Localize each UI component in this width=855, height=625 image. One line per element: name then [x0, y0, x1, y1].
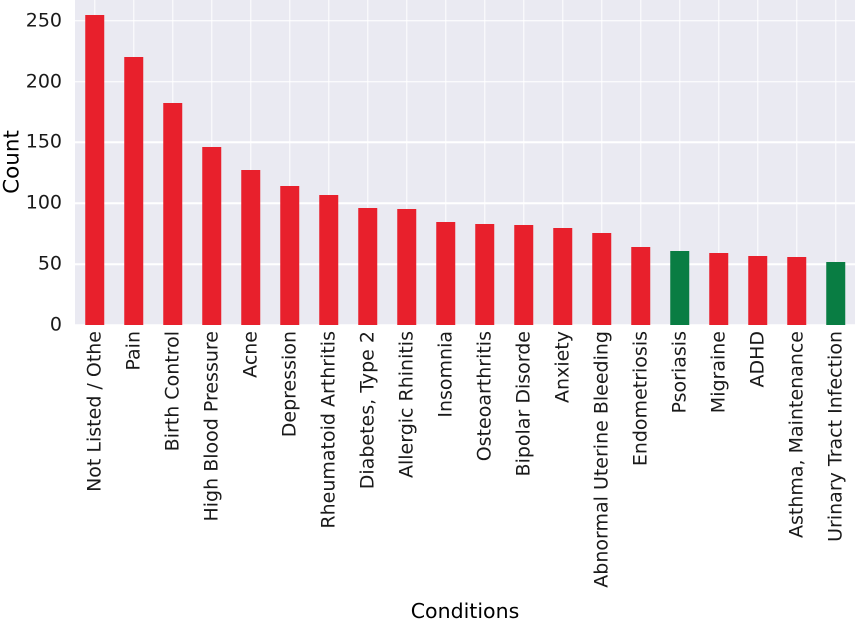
- x-tick-label: Diabetes, Type 2: [356, 331, 378, 490]
- x-tick-label: Depression: [278, 331, 300, 438]
- plot-area: [75, 0, 855, 326]
- v-gridline: [483, 0, 486, 325]
- bar: [240, 170, 261, 325]
- h-gridline: [75, 19, 855, 22]
- bar: [162, 103, 183, 325]
- v-gridline: [327, 0, 330, 325]
- bar: [708, 253, 729, 325]
- x-tick-label: Endometriosis: [629, 331, 651, 467]
- bar: [630, 247, 651, 325]
- bar: [357, 208, 378, 325]
- x-tick-label: Urinary Tract Infection: [824, 331, 846, 542]
- bar: [669, 250, 690, 325]
- y-tick-label: 50: [37, 252, 62, 275]
- bar: [279, 186, 300, 325]
- x-axis-title: Conditions: [410, 599, 520, 623]
- v-gridline: [600, 0, 603, 325]
- x-tick-label: High Blood Pressure: [200, 331, 222, 522]
- bar: [747, 255, 768, 325]
- bar: [552, 227, 573, 325]
- v-gridline: [249, 0, 252, 325]
- v-gridline: [639, 0, 642, 325]
- bar: [84, 14, 105, 325]
- bar: [825, 261, 846, 325]
- y-tick-label: 100: [25, 191, 62, 214]
- x-tick-label: Not Listed / Othe: [83, 331, 105, 492]
- v-gridline: [717, 0, 720, 325]
- h-gridline: [75, 324, 855, 326]
- v-gridline: [834, 0, 837, 325]
- bar: [318, 194, 339, 325]
- x-tick-label: Migraine: [707, 331, 729, 414]
- y-tick-label: 200: [25, 70, 62, 93]
- x-tick-label: Abnormal Uterine Bleeding: [590, 331, 612, 588]
- x-tick-label: Bipolar Disorde: [512, 331, 534, 477]
- x-tick-label: Insomnia: [434, 331, 456, 418]
- x-tick-label: Rheumatoid Arthritis: [317, 331, 339, 529]
- h-gridline: [75, 263, 855, 265]
- v-gridline: [795, 0, 798, 325]
- bar: [435, 221, 456, 325]
- v-gridline: [561, 0, 564, 325]
- bar: [123, 57, 144, 325]
- v-gridline: [522, 0, 525, 325]
- v-gridline: [756, 0, 759, 325]
- h-gridline: [75, 202, 855, 205]
- bar: [396, 209, 417, 325]
- h-gridline: [75, 141, 855, 144]
- y-tick-label: 150: [25, 130, 62, 153]
- x-tick-label: ADHD: [746, 331, 768, 388]
- v-gridline: [366, 0, 369, 325]
- v-gridline: [444, 0, 447, 325]
- x-tick-label: Pain: [122, 331, 144, 371]
- bar: [591, 232, 612, 325]
- x-tick-label: Anxiety: [551, 331, 573, 403]
- bar: [201, 147, 222, 325]
- y-tick-label: 0: [49, 313, 62, 336]
- x-tick-label: Asthma, Maintenance: [785, 331, 807, 538]
- x-tick-label: Acne: [239, 331, 261, 378]
- x-tick-label: Osteoarthritis: [473, 331, 495, 462]
- bar: [513, 225, 534, 325]
- x-tick-label: Psoriasis: [668, 331, 690, 414]
- bar: [786, 256, 807, 325]
- h-gridline: [75, 80, 855, 83]
- v-gridline: [678, 0, 681, 325]
- y-tick-label: 250: [25, 9, 62, 32]
- x-tick-label: Birth Control: [161, 331, 183, 452]
- bar: [474, 223, 495, 325]
- y-axis-title: Count: [0, 130, 25, 194]
- v-gridline: [405, 0, 408, 325]
- v-gridline: [288, 0, 291, 325]
- x-tick-label: Allergic Rhinitis: [395, 331, 417, 479]
